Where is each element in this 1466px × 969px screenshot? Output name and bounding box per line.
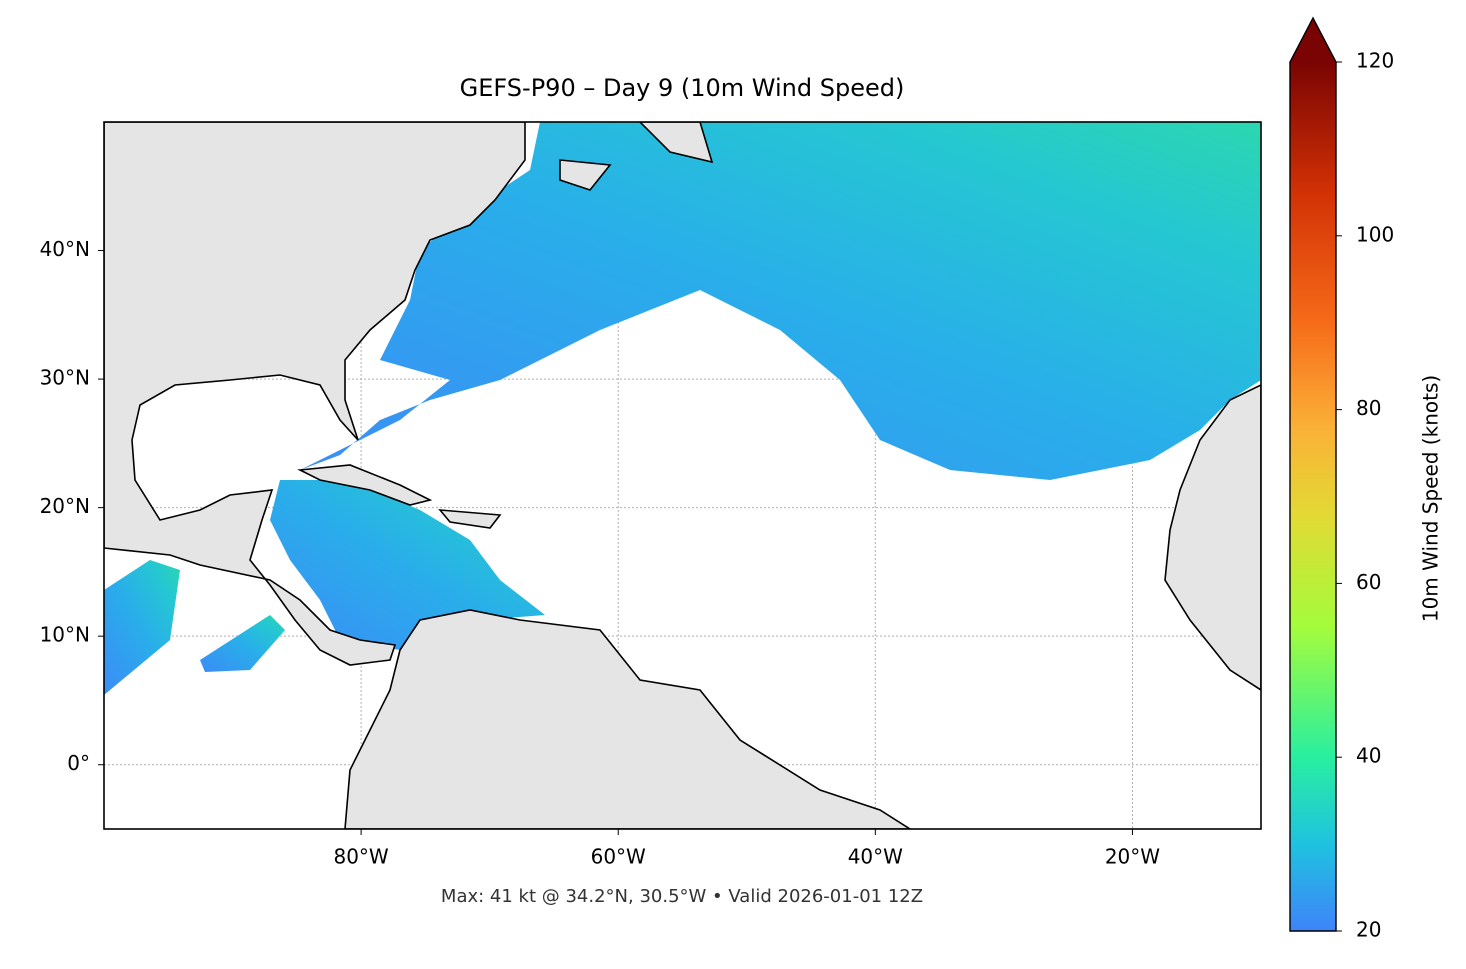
lat-tick-label: 10°N: [40, 623, 90, 647]
lat-tick-label: 20°N: [40, 494, 90, 518]
wind-field: [104, 560, 180, 695]
cuba: [297, 464, 433, 506]
map-frame: [103, 121, 1262, 830]
wind-field: [300, 122, 1261, 480]
lat-tick-label: 30°N: [40, 366, 90, 390]
north-america: [104, 122, 526, 666]
hispaniola: [438, 509, 502, 529]
africa: [1164, 384, 1261, 691]
colorbar-tick-label: 120: [1356, 49, 1394, 73]
colorbar-tick-label: 60: [1356, 570, 1381, 594]
lon-tick-label: 80°W: [333, 845, 388, 869]
colorbar-tick-label: 100: [1356, 222, 1394, 246]
wind-field: [270, 480, 545, 650]
map-footer: Max: 41 kt @ 34.2°N, 30.5°W • Valid 2026…: [441, 886, 923, 907]
lat-tick-label: 0°: [67, 751, 90, 775]
colorbar-outline: [1289, 16, 1337, 932]
map-layers: [104, 122, 1261, 829]
colorbar: 20 40 60 80 100 120 10m Wind Speed (knots): [1289, 16, 1443, 942]
greenland: [638, 122, 714, 164]
colorbar-tick-label: 40: [1356, 744, 1381, 768]
colorbar-tick-label: 80: [1356, 396, 1381, 420]
colorbar-extend: [1290, 18, 1336, 62]
lon-tick-label: 60°W: [591, 845, 646, 869]
map-title: GEFS-P90 – Day 9 (10m Wind Speed): [460, 74, 905, 102]
south-america: [344, 609, 912, 829]
lon-tick-label: 40°W: [848, 845, 903, 869]
lat-tick-label: 40°N: [40, 237, 90, 261]
axis-ticks: 80°W 60°W 40°W 20°W 0° 10°N 20°N 30°N 40°N: [40, 237, 1161, 868]
newfoundland: [559, 159, 612, 191]
lon-tick-label: 20°W: [1105, 845, 1160, 869]
colorbar-fill: [1290, 62, 1336, 931]
colorbar-label: 10m Wind Speed (knots): [1419, 375, 1443, 622]
colorbar-tick-label: 20: [1356, 918, 1381, 942]
wind-field: [200, 615, 285, 672]
